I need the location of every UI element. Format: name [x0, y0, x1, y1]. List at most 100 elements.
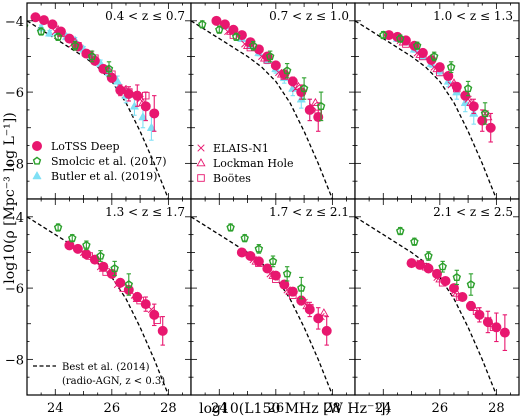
y-tick-label: −8: [5, 353, 24, 368]
smolcic-et-al-2017-point: [429, 52, 439, 61]
lotss-deep-point: [304, 304, 315, 315]
lockman-hole-point: [138, 97, 148, 107]
bo-tes-point: [489, 323, 498, 332]
lotss-deep-point: [451, 81, 462, 92]
legend-label-lotss: LoTSS Deep: [51, 140, 120, 153]
smolcic-et-al-2017-point: [87, 52, 97, 61]
lotss-deep-point: [149, 309, 160, 320]
y-tick-label: −6: [5, 86, 24, 101]
lotss-deep-point: [64, 33, 75, 44]
lockman-hole-point: [251, 256, 261, 265]
smolcic-et-al-2017-point: [379, 30, 388, 39]
lockman-hole-point: [81, 249, 91, 258]
smolcic-et-al-2017-point: [438, 262, 447, 271]
panel-title: 1.7 < z ≤ 2.1: [269, 205, 349, 219]
legend-label-best-sub: (radio-AGN, z < 0.3): [62, 376, 165, 387]
lotss-deep-point: [64, 240, 75, 251]
smolcic-et-al-2017-point: [297, 283, 306, 292]
bo-tes-point: [455, 293, 464, 301]
lotss-deep-point: [149, 108, 160, 119]
smolcic-et-al-2017-point: [248, 41, 258, 50]
lotss-deep-point: [245, 251, 256, 262]
lotss-deep-point: [406, 258, 417, 269]
smolcic-et-al-2017-point: [265, 52, 275, 61]
smolcic-et-al-2017-point: [299, 84, 309, 93]
bo-tes-point: [402, 40, 410, 48]
bo-tes-point: [153, 316, 161, 324]
bo-tes-point: [142, 91, 150, 100]
smolcic-et-al-2017-point: [70, 41, 80, 50]
panel-5: 24 26 28 1.7 < z ≤ 2.1: [190, 198, 356, 416]
lockman-hole-point: [432, 64, 442, 73]
panel-title: 0.7 < z ≤ 1.0: [269, 9, 349, 23]
panel-1: −4 −6 −8 0.4 < z ≤ 0.7: [5, 2, 192, 200]
smolcic-et-al-2017-point: [67, 233, 77, 242]
smolcic-et-al-2017-point: [424, 251, 433, 260]
smolcic-et-al-2017-point: [412, 41, 422, 50]
smolcic-et-al-2017-point: [316, 101, 326, 111]
lotss-deep-point: [157, 325, 168, 336]
legend-label-butler: Butler et al. (2019): [51, 170, 157, 183]
data-layer: [355, 216, 510, 395]
lotss-deep-point: [219, 19, 230, 30]
lockman-hole-point: [449, 78, 459, 87]
panel-title: 2.1 < z ≤ 2.5: [433, 205, 513, 219]
bo-tes-point: [289, 291, 297, 299]
bo-tes-point: [472, 307, 481, 316]
panel-title: 0.4 < z ≤ 0.7: [105, 9, 185, 23]
butler-et-al-2019-point: [129, 101, 140, 110]
lotss-deep-point: [468, 101, 479, 112]
lotss-deep-point: [38, 15, 49, 26]
smolcic-et-al-2017-point: [110, 264, 119, 273]
bo-tes-point: [255, 259, 263, 267]
panel-title: 1.0 < z ≤ 1.3: [433, 9, 513, 23]
smolcic-et-al-2017-point: [254, 244, 264, 253]
lotss-deep-point: [30, 12, 41, 23]
bo-tes-point: [125, 88, 133, 96]
panel-6: 24 26 28 2.1 < z ≤ 2.5: [354, 198, 520, 416]
lockman-hole-point: [486, 318, 496, 327]
bo-tes-point: [453, 84, 461, 93]
lockman-hole-point: [466, 97, 476, 107]
legend-label-bootes: Boötes: [213, 172, 251, 185]
x-tick-label: 28: [324, 401, 341, 416]
bo-tes-point: [470, 102, 478, 111]
lockman-hole-point: [310, 97, 320, 107]
x-tick-label: 28: [488, 401, 505, 416]
lockman-hole-point: [302, 300, 312, 310]
legend: LoTSS Deep Smolcic et al. (2017) Butler et…: [32, 140, 294, 387]
lockman-hole-point: [293, 81, 304, 90]
smolcic-et-al-2017-point: [215, 25, 224, 34]
lotss-deep-point: [140, 101, 151, 112]
smolcic-et-al-2017-point: [282, 269, 292, 278]
lotss-deep-point: [321, 325, 332, 336]
plot-area: [355, 199, 519, 395]
plot-area: [191, 199, 355, 395]
smolcic-et-al-2017-point: [231, 32, 241, 41]
panel-title: 1.3 < z ≤ 1.7: [105, 205, 185, 219]
bo-tes-point: [436, 68, 444, 77]
smolcic-et-al-2017-point: [53, 32, 63, 41]
y-tick-label: −4: [5, 15, 24, 30]
elais-n1-point: [464, 95, 472, 103]
x-tick-label: 28: [160, 401, 177, 416]
lockman-hole-point: [268, 270, 278, 279]
smolcic-et-al-2017-point: [82, 240, 91, 249]
lotss-deep-point: [279, 279, 290, 290]
lotss-deep-point: [287, 76, 298, 87]
lockman-hole-point: [226, 26, 236, 35]
lockman-hole-point: [319, 308, 329, 317]
bo-tes-point: [85, 252, 93, 260]
panel-4: 24 26 28 −4 −6 −8 1.3 < z ≤ 1.7: [5, 198, 192, 416]
smolcic-et-al-2017-point: [480, 109, 490, 118]
elais-n1-point: [484, 316, 492, 324]
panels: −4 −6 −8 0.4 < z ≤ 0.7 0.7 < z ≤ 1.0 1.0 < z …: [5, 2, 520, 416]
butler-et-al-2019-point: [138, 112, 148, 121]
legend-marker-bootes: [197, 174, 205, 182]
smolcic-et-al-2017-point: [463, 84, 473, 93]
legend-label-best: Best et al. (2014): [62, 362, 150, 373]
lockman-hole-point: [285, 286, 295, 295]
plot-area: [191, 3, 355, 199]
lockman-hole-point: [415, 49, 425, 58]
x-axis-label: log10(L150 MHz [W Hz⁻¹]): [199, 401, 391, 417]
